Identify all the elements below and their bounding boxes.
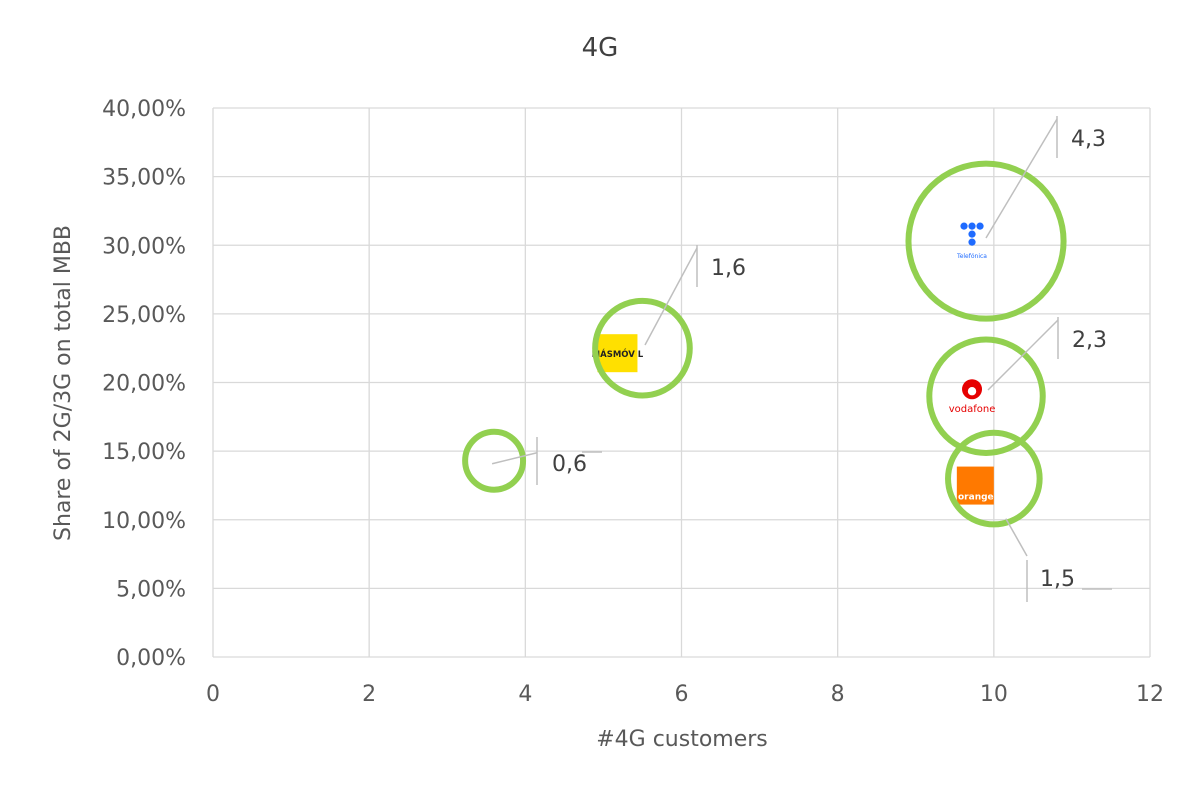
masmovil-logo: MÁSMÓV L	[592, 334, 644, 373]
y-tick-label: 35,00%	[102, 166, 186, 191]
x-tick-label: 10	[980, 682, 1008, 707]
data-label-group: 4,3	[985, 116, 1106, 239]
leader-line	[644, 247, 698, 346]
telefonica-logo-text: Telefónica	[956, 253, 987, 260]
y-axis-ticks: 0,00% 5,00% 10,00% 15,00% 20,00% 25,00% 30,00%…	[102, 97, 186, 671]
telefonica-logo: Telefónica	[956, 222, 987, 260]
data-label-group: 1,6	[644, 245, 746, 346]
orange-logo-box	[956, 466, 994, 505]
y-tick-label: 5,00%	[116, 577, 186, 602]
x-tick-label: 6	[675, 682, 689, 707]
bubble	[945, 429, 1043, 528]
leader-line	[985, 118, 1058, 239]
data-labels: 1,6 4,3 2,3 1,5 0,6	[491, 116, 1112, 602]
x-axis-title: #4G customers	[596, 727, 768, 752]
x-tick-label: 8	[831, 682, 845, 707]
bubble	[592, 297, 693, 399]
bubbles	[462, 160, 1067, 528]
telefonica-dot	[976, 222, 984, 230]
bubble	[905, 160, 1067, 322]
y-tick-label: 40,00%	[102, 97, 186, 122]
data-label: 2,3	[1072, 328, 1107, 353]
telefonica-dot	[960, 222, 968, 230]
telefonica-dot	[968, 238, 976, 246]
bubble	[462, 428, 527, 493]
data-label: 0,6	[552, 452, 587, 477]
orange-logo-text: orange	[958, 493, 994, 503]
y-tick-label: 25,00%	[102, 303, 186, 328]
vodafone-logo: vodafone	[949, 379, 996, 415]
y-tick-label: 30,00%	[102, 234, 186, 259]
masmovil-logo-box	[597, 334, 638, 373]
y-axis-title: Share of 2G/3G on total MBB	[51, 225, 76, 541]
leader-line	[491, 452, 538, 465]
data-label-group: 2,3	[987, 317, 1107, 391]
telefonica-dot	[968, 230, 976, 238]
y-tick-label: 10,00%	[102, 509, 186, 534]
data-label: 1,6	[711, 256, 746, 281]
x-tick-label: 4	[518, 682, 532, 707]
y-tick-label: 0,00%	[116, 646, 186, 671]
data-label-group: 1,5	[1005, 518, 1112, 602]
data-label: 4,3	[1071, 127, 1106, 152]
leader-line	[987, 319, 1059, 391]
x-tick-label: 2	[362, 682, 376, 707]
y-tick-label: 15,00%	[102, 440, 186, 465]
vodafone-logo-text: vodafone	[949, 404, 996, 415]
vodafone-logo-mark	[967, 387, 977, 396]
logos: MÁSMÓV L Telefónica vodafone orange	[592, 222, 996, 505]
x-axis-ticks: 0 2 4 6 8 10 12	[206, 682, 1164, 707]
gridlines	[212, 107, 1151, 658]
x-tick-label: 0	[206, 682, 220, 707]
masmovil-logo-text: MÁSMÓV L	[592, 348, 644, 360]
bubble	[926, 336, 1046, 456]
orange-logo: orange	[956, 466, 994, 505]
telefonica-dot	[968, 222, 976, 230]
data-label-group: 0,6	[491, 437, 602, 485]
leader-line	[1005, 518, 1028, 557]
x-tick-label: 12	[1136, 682, 1164, 707]
data-label: 1,5	[1040, 567, 1075, 592]
chart-title: 4G	[582, 33, 619, 63]
y-tick-label: 20,00%	[102, 372, 186, 397]
